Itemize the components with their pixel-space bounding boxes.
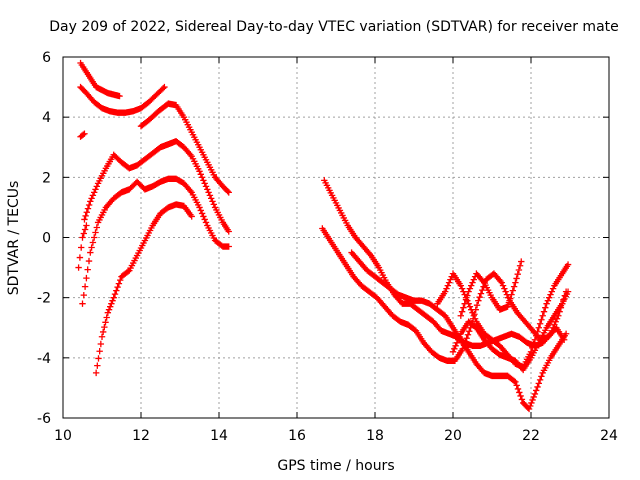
plot-frame <box>62 56 610 419</box>
x-tick-label: 12 <box>132 428 150 444</box>
series-trace-11 <box>348 249 570 413</box>
data-marks <box>75 59 572 413</box>
y-tick-label: 2 <box>42 170 51 186</box>
series-trace-13 <box>457 258 525 319</box>
series-trace-3 <box>137 100 232 196</box>
y-tick-label: 4 <box>42 110 51 126</box>
x-tick-label: 18 <box>366 428 384 444</box>
plus-marks <box>77 130 88 140</box>
x-tick-label: 14 <box>210 428 228 444</box>
series-trace-8 <box>92 201 195 377</box>
series-trace-5 <box>81 138 232 235</box>
y-tick-label: 6 <box>42 50 51 66</box>
x-tick-label: 24 <box>600 428 618 444</box>
plus-marks <box>457 258 525 319</box>
series-trace-2 <box>77 83 168 116</box>
x-tick-label: 20 <box>444 428 462 444</box>
plus-marks <box>449 288 572 374</box>
x-axis-label: GPS time / hours <box>277 458 394 474</box>
series-trace-6 <box>75 222 90 271</box>
y-tick-label: -2 <box>37 291 51 307</box>
y-tick-label: -4 <box>37 351 51 367</box>
y-tick-label: 0 <box>42 231 51 247</box>
plus-marks <box>79 175 232 307</box>
y-axis-label: SDTVAR / TECUs <box>6 181 22 296</box>
plus-marks <box>77 59 123 100</box>
plus-marks <box>348 249 570 413</box>
plus-marks <box>137 100 232 196</box>
plus-marks <box>75 222 90 271</box>
plus-marks <box>81 138 232 235</box>
y-tick-label: -6 <box>37 411 51 427</box>
x-tick-label: 22 <box>522 428 540 444</box>
series-trace-4 <box>77 130 88 140</box>
plus-marks <box>92 201 195 377</box>
chart-title: Day 209 of 2022, Sidereal Day-to-day VTE… <box>49 19 619 35</box>
series-trace-7 <box>79 175 232 307</box>
series-trace-14 <box>449 288 572 374</box>
series-trace-1 <box>77 59 123 100</box>
x-tick-label: 16 <box>288 428 306 444</box>
plus-marks <box>77 83 168 116</box>
x-tick-label: 10 <box>54 428 72 444</box>
